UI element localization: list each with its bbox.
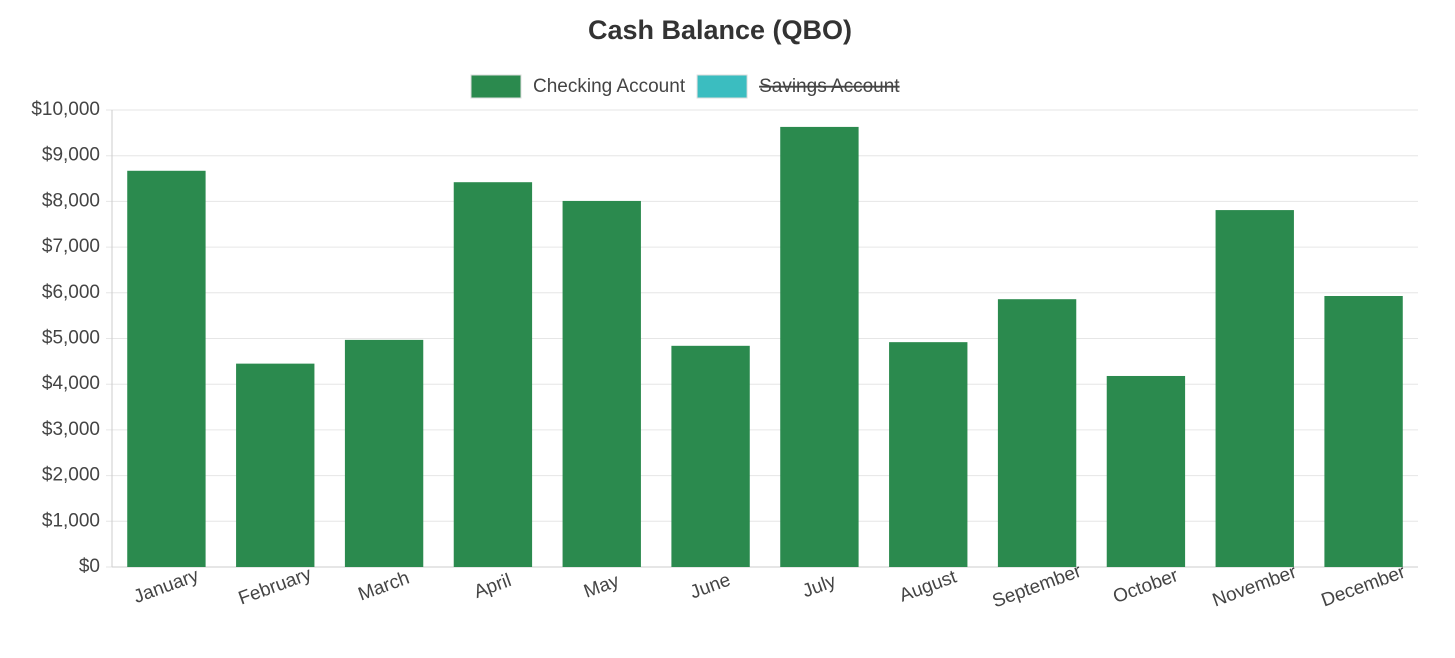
y-tick-label: $0 <box>79 556 100 577</box>
y-tick-label: $7,000 <box>42 236 100 257</box>
x-tick-label: September <box>990 561 1085 613</box>
bar <box>889 342 968 567</box>
x-tick-label: April <box>471 570 514 603</box>
x-tick-label: June <box>687 570 733 604</box>
y-tick-label: $5,000 <box>42 328 100 349</box>
bar <box>671 345 750 567</box>
x-tick-label: November <box>1210 561 1300 611</box>
y-tick-label: $9,000 <box>42 145 100 166</box>
x-tick-label: May <box>581 570 622 602</box>
y-tick-label: $6,000 <box>42 282 100 303</box>
x-tick-label: October <box>1110 565 1181 608</box>
bar <box>1106 375 1186 567</box>
bar <box>1324 295 1403 567</box>
bar <box>344 339 424 567</box>
y-tick-label: $10,000 <box>31 99 100 120</box>
bar <box>453 182 533 567</box>
y-tick-label: $8,000 <box>42 190 100 211</box>
bar <box>127 170 206 567</box>
bar <box>780 126 859 567</box>
x-tick-label: February <box>236 564 315 610</box>
legend-label: Checking Account <box>533 76 686 97</box>
y-tick-label: $3,000 <box>42 419 100 440</box>
x-tick-label: July <box>800 571 839 602</box>
chart-title: Cash Balance (QBO) <box>588 15 852 45</box>
y-tick-label: $2,000 <box>42 465 100 486</box>
bar <box>562 200 641 567</box>
y-tick-label: $4,000 <box>42 373 100 394</box>
legend-label: Savings Account <box>759 76 900 97</box>
x-tick-label: December <box>1319 561 1409 611</box>
bar <box>997 299 1077 567</box>
y-tick-label: $1,000 <box>42 510 100 531</box>
legend-swatch <box>470 74 522 99</box>
x-tick-label: January <box>131 565 202 608</box>
bar <box>236 363 315 567</box>
legend-swatch <box>696 74 748 99</box>
bar <box>1215 210 1294 567</box>
x-tick-label: March <box>356 568 413 606</box>
x-tick-label: August <box>897 566 960 606</box>
